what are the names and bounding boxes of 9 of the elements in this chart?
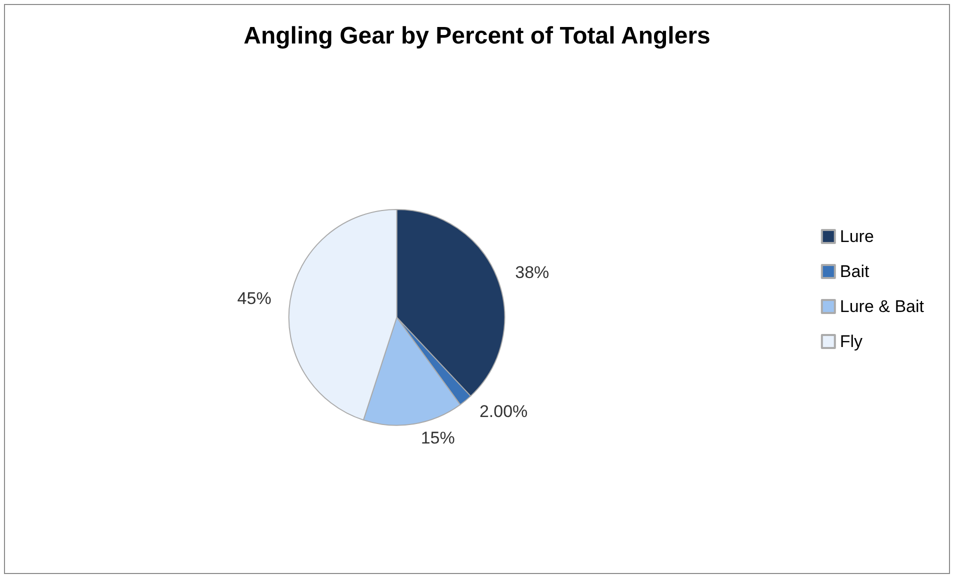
legend-label: Fly <box>840 332 864 351</box>
data-label: 45% <box>237 288 272 308</box>
legend-label: Bait <box>840 262 870 281</box>
legend-label: Lure <box>840 227 874 246</box>
data-label: 2.00% <box>479 402 528 421</box>
legend-label: Lure & Bait <box>840 297 924 316</box>
chart-title: Angling Gear by Percent of Total Anglers <box>244 22 710 50</box>
data-label: 38% <box>515 263 550 282</box>
data-label: 15% <box>420 428 455 448</box>
